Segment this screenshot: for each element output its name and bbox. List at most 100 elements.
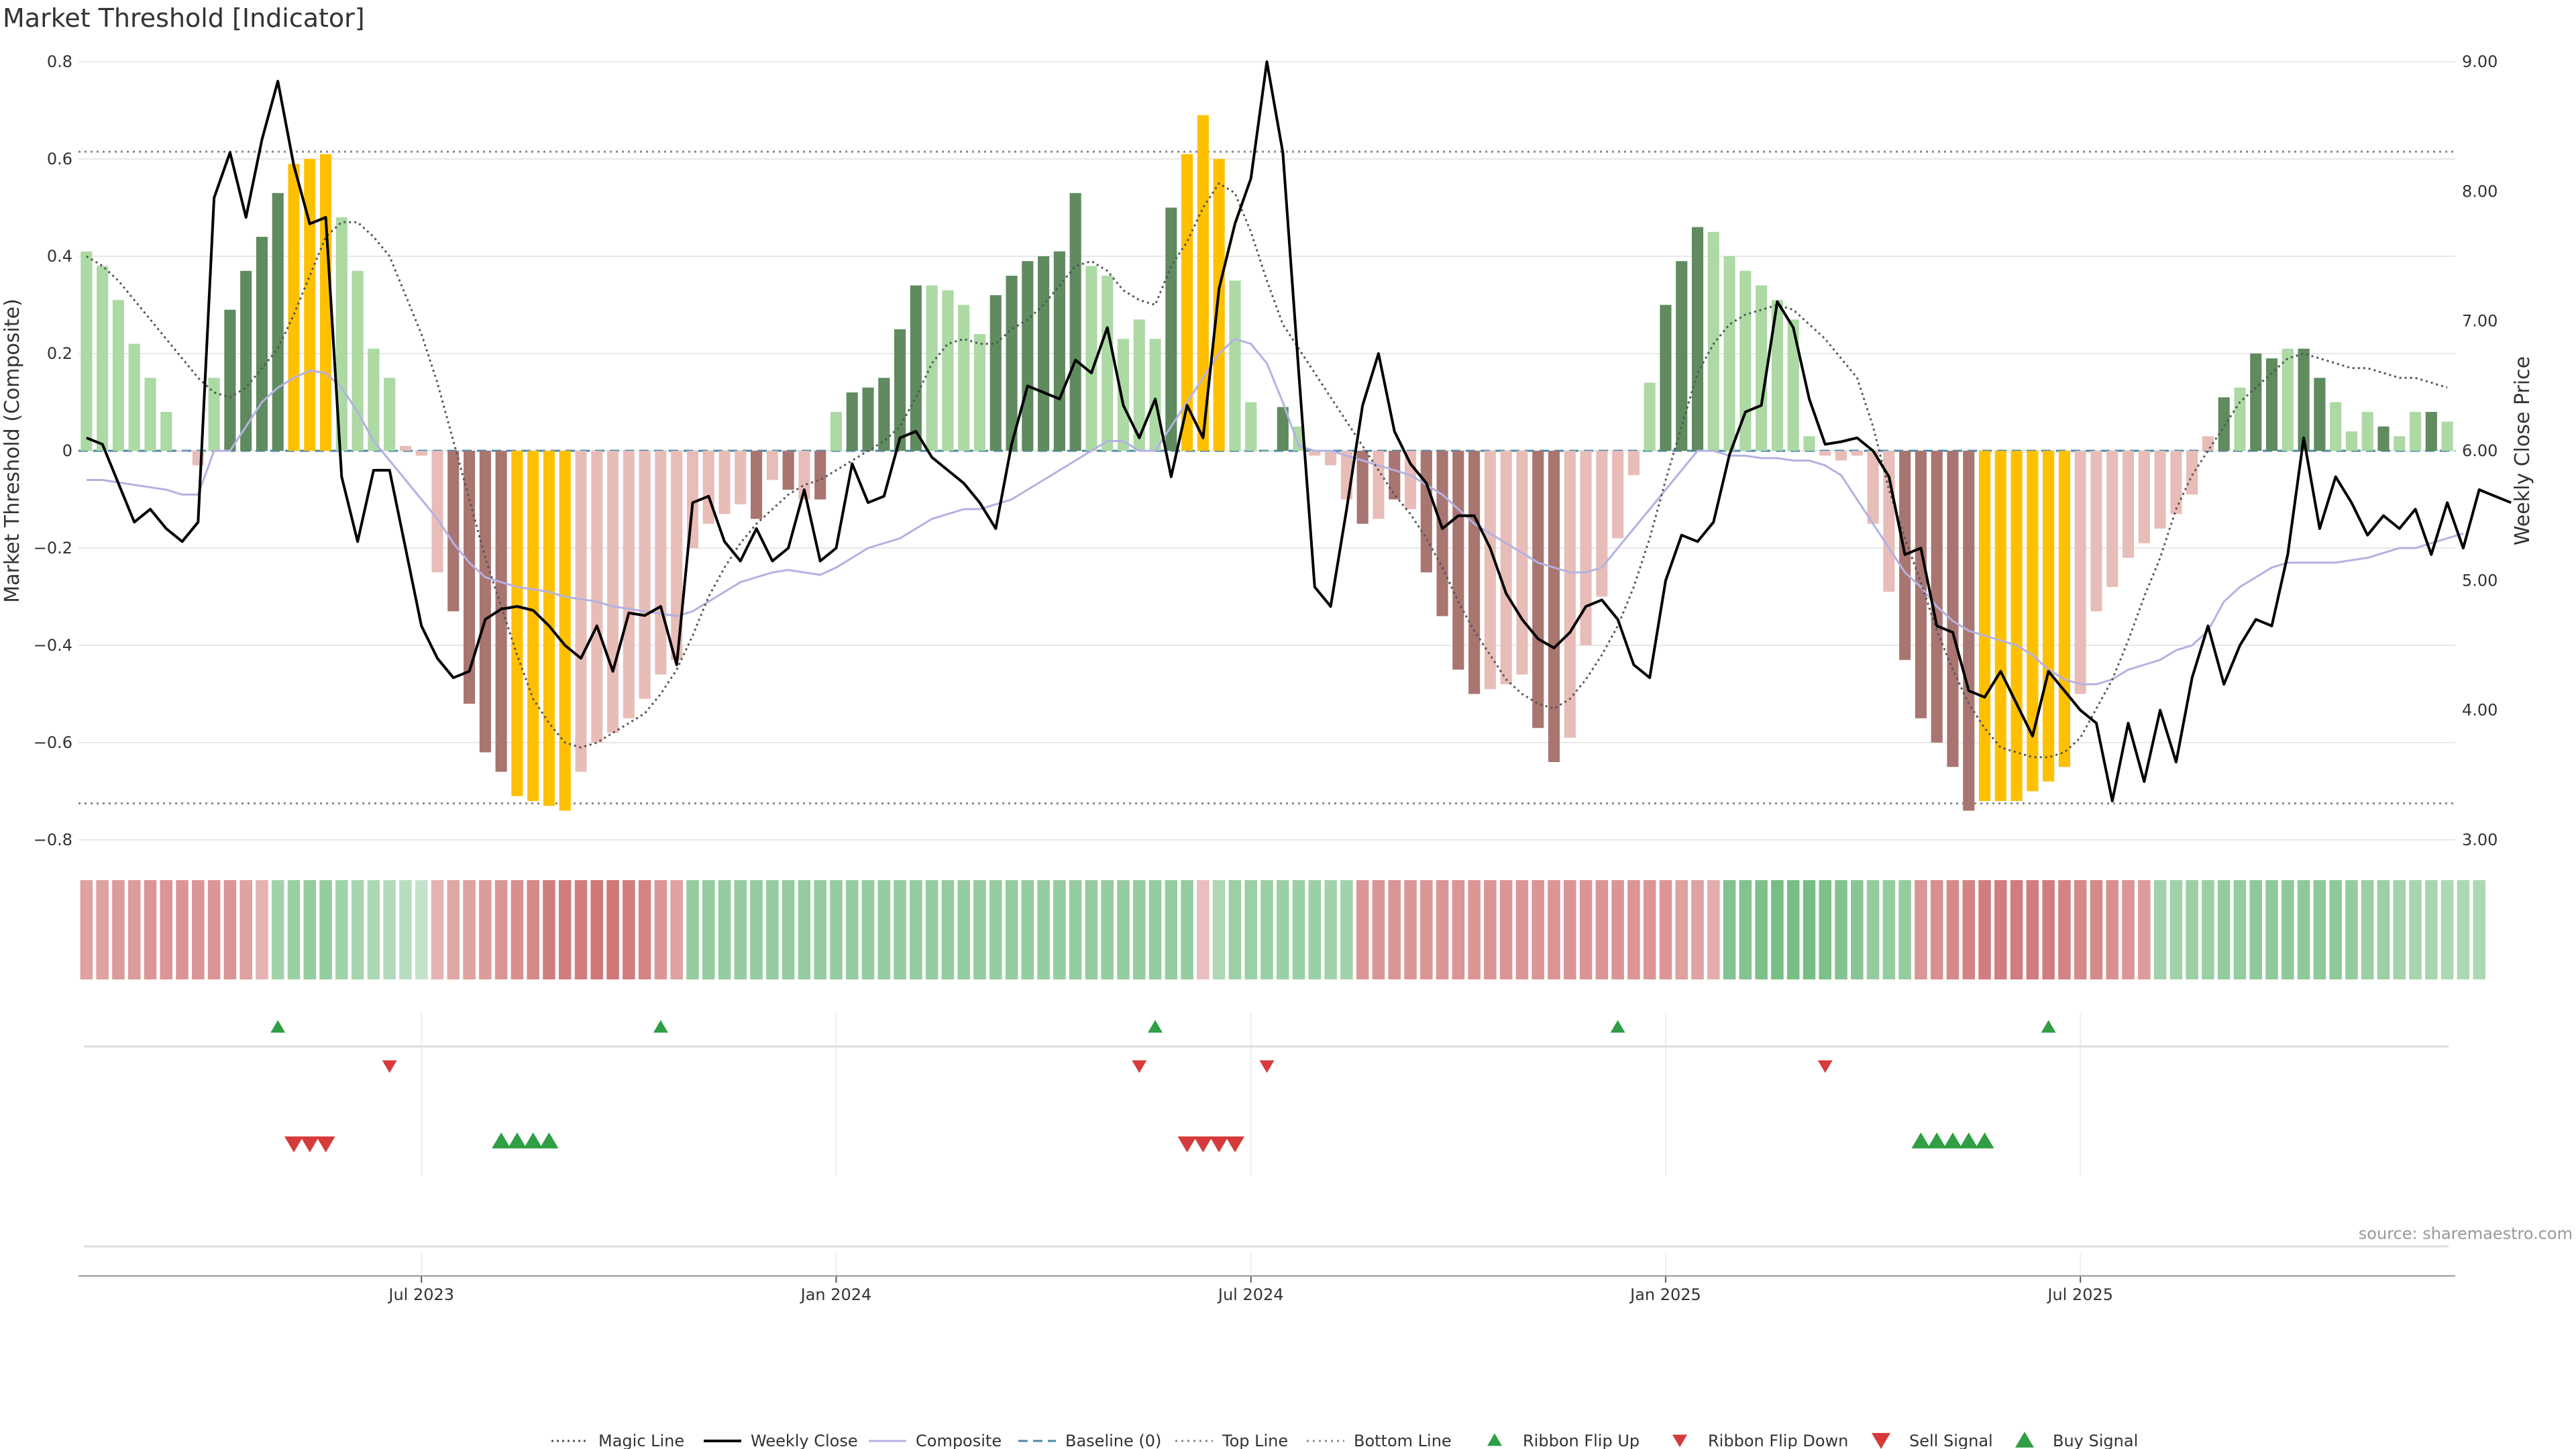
- composite-bar: [1197, 115, 1209, 451]
- ribbon-cell: [558, 880, 572, 979]
- ribbon-cell: [941, 880, 955, 979]
- y-tick-right-label: 5.00: [2462, 571, 2498, 590]
- ribbon-cell: [160, 880, 173, 979]
- ribbon-cell: [112, 880, 125, 979]
- composite-bar: [2043, 451, 2055, 782]
- ribbon-cell: [1069, 880, 1082, 979]
- ribbon-cell: [1595, 880, 1609, 979]
- composite-bar: [1867, 451, 1879, 524]
- ribbon-cell: [144, 880, 157, 979]
- ribbon-cell: [1117, 880, 1130, 979]
- composite-bar: [80, 251, 93, 451]
- ribbon-cell: [1436, 880, 1449, 979]
- composite-bar: [1931, 451, 1943, 743]
- buy-signal-marker: [539, 1132, 559, 1148]
- legend-swatch: [2015, 1432, 2034, 1448]
- sell-signal-marker: [284, 1136, 304, 1152]
- ribbon-cell: [957, 880, 970, 979]
- composite-bar: [878, 378, 890, 451]
- ribbon-cell: [1260, 880, 1273, 979]
- buy-signal-marker: [492, 1132, 511, 1148]
- y-tick-left-label: 0.4: [47, 247, 72, 266]
- composite-bar: [655, 451, 667, 675]
- composite-bar: [2330, 402, 2342, 451]
- ribbon-cell: [2440, 880, 2454, 979]
- ribbon-cell: [1340, 880, 1353, 979]
- composite-bar: [431, 451, 443, 573]
- sell-signal-marker: [1193, 1136, 1213, 1152]
- ribbon-flip-down-marker: [382, 1060, 397, 1073]
- composite-bar: [1580, 451, 1592, 645]
- composite-bar: [464, 451, 476, 704]
- composite-bar: [1994, 451, 2006, 801]
- ribbon-cell: [479, 880, 492, 979]
- composite-bar: [846, 392, 858, 451]
- ribbon-cell: [399, 880, 412, 979]
- ribbon-cell: [192, 880, 205, 979]
- composite-bar: [160, 412, 172, 451]
- composite-bar: [272, 193, 284, 451]
- ribbon-cell: [431, 880, 444, 979]
- ribbon-cell: [782, 880, 795, 979]
- ribbon-flip-up-marker: [2041, 1020, 2056, 1033]
- ribbon-cell: [351, 880, 364, 979]
- composite-bar: [495, 451, 507, 772]
- ribbon-cell: [845, 880, 859, 979]
- ribbon-cell: [1851, 880, 1864, 979]
- composite-bar: [639, 451, 651, 699]
- composite-bar: [1245, 402, 1257, 451]
- composite-bar: [399, 445, 412, 451]
- y-tick-left-label: −0.6: [34, 733, 72, 752]
- ribbon-cell: [1755, 880, 1768, 979]
- composite-bar: [112, 300, 125, 451]
- composite-bar: [256, 237, 268, 451]
- composite-bar: [989, 295, 1002, 451]
- composite-bar: [1006, 276, 1018, 451]
- composite-bar: [1181, 154, 1193, 451]
- composite-bar: [2345, 431, 2357, 451]
- composite-bar: [1707, 231, 1719, 451]
- composite-bar: [1229, 280, 1241, 451]
- composite-bar: [1516, 451, 1528, 675]
- composite-bar: [208, 378, 220, 451]
- legend-entry: Sell Signal: [1872, 1432, 1993, 1449]
- ribbon-cell: [223, 880, 237, 979]
- ribbon-cell: [256, 880, 268, 979]
- ribbon-cell: [734, 880, 747, 979]
- series-lines: [86, 60, 2512, 802]
- x-tick-label: Jan 2025: [1629, 1285, 1701, 1304]
- composite-bar: [1676, 261, 1688, 451]
- legend-entry: Ribbon Flip Up: [1487, 1432, 1640, 1449]
- ribbon-cell: [447, 880, 460, 979]
- ribbon-cell: [590, 880, 604, 979]
- ribbon-cell: [383, 880, 396, 979]
- ribbon-cell: [96, 880, 109, 979]
- ribbon-cell: [1499, 880, 1513, 979]
- composite-bar: [2425, 412, 2437, 451]
- ribbon-flip-up-marker: [653, 1020, 668, 1033]
- ribbon-cell: [686, 880, 699, 979]
- y-tick-left-label: 0.6: [47, 150, 72, 168]
- ribbon-cell: [798, 880, 811, 979]
- ribbon-cell: [1372, 880, 1385, 979]
- legend-swatch: [1872, 1433, 1890, 1449]
- ribbon-cell: [1835, 880, 1847, 979]
- composite-bar: [1069, 193, 1081, 451]
- composite-bar: [735, 451, 747, 504]
- composite-bar: [623, 451, 635, 718]
- ribbon-cell: [2282, 880, 2294, 979]
- ribbon-cell: [367, 880, 380, 979]
- composite-bar: [288, 164, 300, 451]
- composite-bar: [1356, 451, 1368, 524]
- legend-label: Composite: [916, 1432, 1002, 1449]
- composite-bar: [384, 378, 396, 451]
- ribbon-cell: [239, 880, 252, 979]
- composite-bar: [479, 451, 491, 753]
- legend-entry: Buy Signal: [2015, 1432, 2138, 1449]
- composite-bar: [2377, 426, 2390, 451]
- ribbon-cell: [2202, 880, 2214, 979]
- ribbon-cell: [2153, 880, 2167, 979]
- buy-signal-marker: [1927, 1132, 1947, 1148]
- ribbon-cell: [894, 880, 906, 979]
- composite-bar: [830, 412, 843, 451]
